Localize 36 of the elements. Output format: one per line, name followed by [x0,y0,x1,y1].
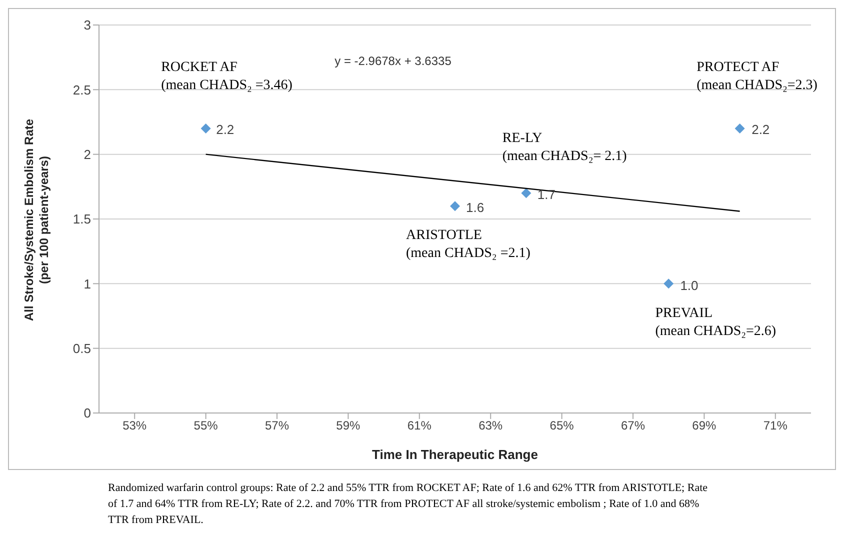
y-tick-label: 0.5 [72,340,91,356]
x-tick-label: 55% [194,418,218,433]
y-axis-title: All Stroke/Systemic Embolism Rate (per 100 patient-years) [22,118,51,322]
annotation: ROCKET AF (mean CHADS₂ =3.46) [161,60,293,93]
point [450,201,460,212]
point [664,278,674,289]
x-tick-label: 65% [550,418,574,433]
data-label: 2.2 [752,122,770,137]
x-axis-title: Time In Therapeutic Range [372,447,538,462]
x-tick-label: 59% [336,418,361,433]
y-tick-label: 1 [84,276,91,292]
annotation: PREVAIL (mean CHADS₂=2.6) [655,306,776,339]
y-tick-label: 3 [84,18,91,33]
x-tick-label: 57% [264,418,290,433]
text: Randomized warfarin control groups: Rate of 2.2 and 55% TTR from ROCKET AF; Rate of 1.6 and 62% TTR from ARISTOTLE; Rate of 1.7 and 64% TTR from RE-LY; Rate of 2.2. and 70% TTR from PROTECT AF all stroke/systemic embolism ; Rate of 1.0 and 68% TTR from PREVAIL. [107,481,709,528]
x-tick-label: 53% [122,418,147,433]
data-label: 1.7 [537,187,556,202]
x-tick-label: 69% [692,418,717,433]
y-tick-label: 0 [84,406,91,421]
annotation: RE-LY (mean CHADS₂= 2.1) [502,131,628,164]
y-tick-label: 2.5 [72,82,91,98]
point [734,123,745,134]
point [521,188,532,198]
x-tick-label: 63% [478,418,503,433]
data-label: 2.2 [216,122,234,137]
x-tick-label: 71% [763,418,788,433]
data-label: 1.0 [680,278,698,293]
annotation: ARISTOTLE (mean CHADS₂ =2.1) [406,228,531,261]
annotation: PROTECT AF (mean CHADS₂=2.3) [696,60,818,93]
x-tick-label: 61% [407,418,432,433]
data-label: 1.6 [466,200,484,215]
y-tick-label: 2 [84,146,91,162]
y-tick-label: 1.5 [72,212,91,227]
annotation: y = -2.9678x + 3.6335 [334,54,452,68]
point [200,123,211,134]
x-tick-label: 67% [620,418,646,433]
